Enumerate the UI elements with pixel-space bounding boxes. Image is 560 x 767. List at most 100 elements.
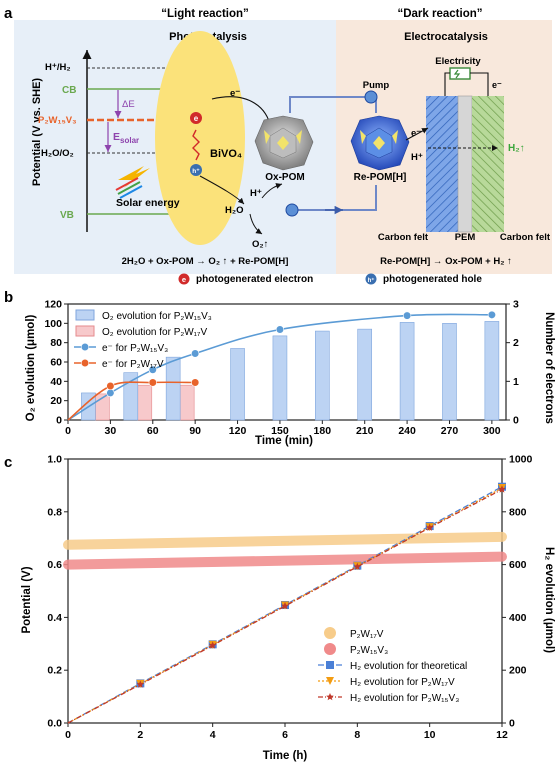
y2-tick-label: 1 bbox=[513, 376, 519, 388]
y2-tick-label: 3 bbox=[513, 299, 519, 311]
bar-p2w15v3 bbox=[442, 323, 457, 421]
p2w15v3-level-label: P₂W₁₅V₃ bbox=[38, 115, 77, 126]
y2-axis-label: Number of electrons bbox=[543, 312, 555, 424]
re-pom-cluster bbox=[350, 115, 410, 171]
delta-e-label: ΔE bbox=[122, 99, 135, 110]
series-band-potential-p2w17v bbox=[63, 531, 507, 550]
hole-legend-label: photogenerated hole bbox=[383, 274, 482, 285]
bar-p2w15v3 bbox=[484, 321, 500, 421]
electrocatalysis-label: Electrocatalysis bbox=[404, 31, 488, 43]
bar-p2w17v bbox=[179, 384, 195, 421]
y-tick-label: 0.4 bbox=[47, 612, 62, 624]
cell-electron-label: e⁻ bbox=[411, 128, 421, 139]
x-tick-label: 6 bbox=[282, 729, 288, 741]
electron-legend-icon bbox=[178, 273, 190, 285]
legend-marker-potential-p2w15v3 bbox=[324, 643, 336, 655]
y-tick-label: 100 bbox=[44, 318, 62, 330]
x-tick-label: 150 bbox=[271, 425, 289, 437]
legend-swatch-o2-p2w15v3 bbox=[75, 309, 95, 321]
cb-label: CB bbox=[62, 85, 76, 96]
electron-glyph bbox=[190, 112, 202, 124]
h-level-label: H⁺/H₂ bbox=[45, 62, 71, 73]
battery-bolt bbox=[453, 69, 461, 79]
circulation-bottom-line bbox=[296, 185, 377, 211]
x-tick-label: 30 bbox=[105, 425, 117, 437]
point-electrons-p2w15v3 bbox=[275, 325, 285, 334]
electron-legend-label: photogenerated electron bbox=[196, 274, 313, 285]
dark-reaction-title: “Dark reaction” bbox=[397, 8, 482, 20]
x-tick-label: 4 bbox=[210, 729, 216, 741]
y-tick-label: 0.6 bbox=[47, 559, 62, 571]
hole-glyph-text: h⁺ bbox=[192, 168, 200, 175]
panel-label: c bbox=[4, 454, 12, 471]
y-tick-label: 0.2 bbox=[47, 665, 62, 677]
point-electrons-p2w15v3 bbox=[402, 311, 412, 320]
y2-tick-label: 0 bbox=[513, 415, 519, 427]
point-electrons-p2w15v3 bbox=[191, 349, 200, 358]
point-electrons-p2w17v bbox=[191, 378, 200, 387]
excitation-arrow bbox=[192, 129, 200, 161]
point-electrons-p2w15v3 bbox=[106, 388, 115, 398]
x-tick-label: 0 bbox=[65, 729, 71, 741]
x-tick-label: 270 bbox=[441, 425, 459, 437]
x-tick-label: 240 bbox=[398, 425, 416, 437]
light-reaction-equation: 2H₂O + Ox-POM → O₂ ↑ + Re-POM[H] bbox=[122, 256, 289, 267]
h2-evolution-chart: c 0 2 4 6 8 10 12 0.0 0.2 0.4 0.6 0.8 1.0 0 200 400 600 8… bbox=[4, 454, 555, 763]
point-h2-p2w15v3 bbox=[281, 602, 289, 610]
o2-evolution-chart: b 0 30 60 90 120 150 180 210 240 270 3000204060801… bbox=[4, 289, 555, 447]
y2-tick-label: 200 bbox=[509, 665, 527, 677]
dark-reaction-equation: Re-POM[H] → Ox-POM + H₂ ↑ bbox=[380, 256, 512, 267]
y2-tick-label: 1000 bbox=[509, 454, 533, 466]
point-h2-p2w15v3 bbox=[208, 641, 217, 649]
legend-marker-electrons-p2w17v bbox=[80, 358, 90, 368]
panel-label: a bbox=[4, 5, 13, 22]
y2-tick-label: 400 bbox=[509, 612, 527, 624]
y-axis-label: Potential (V) bbox=[21, 566, 33, 633]
series-band-potential-p2w15v3 bbox=[63, 551, 507, 570]
legend-label: e⁻ for P₂W₁₇V bbox=[102, 359, 164, 370]
h-plus-label: H⁺ bbox=[250, 188, 262, 199]
proton-arrow bbox=[261, 183, 283, 199]
x-axis-label: Time (min) bbox=[255, 435, 313, 447]
legend-label: P₂W₁₇V bbox=[350, 629, 384, 640]
pem-membrane bbox=[457, 95, 473, 233]
point-electrons-p2w15v3 bbox=[487, 310, 496, 319]
x-axis-label: Time (h) bbox=[263, 750, 308, 762]
electron-transfer-label: e⁻ bbox=[230, 88, 240, 99]
point-electrons-p2w17v bbox=[106, 381, 115, 391]
x-tick-label: 8 bbox=[354, 729, 360, 741]
pump-icon-bottom bbox=[285, 203, 299, 217]
y-tick-label: 0.8 bbox=[47, 506, 62, 518]
circuit-electron-label: e⁻ bbox=[492, 80, 502, 90]
pump-icon bbox=[364, 90, 378, 104]
h2o-level-label: H₂O/O₂ bbox=[41, 148, 74, 159]
legend-label: O₂ evolution for P₂W₁₅V₃ bbox=[102, 311, 212, 322]
circuit-wire bbox=[444, 72, 489, 96]
x-tick-label: 210 bbox=[356, 425, 374, 437]
bivo4-particle bbox=[155, 31, 245, 245]
bar-p2w15v3 bbox=[315, 330, 330, 421]
solar-energy-label: Solar energy bbox=[116, 197, 180, 209]
ox-pom-label: Ox-POM bbox=[265, 172, 304, 183]
series-line-electrons-p2w17v bbox=[67, 381, 196, 421]
cell-electron-arrow bbox=[405, 127, 429, 141]
point-h2-p2w15v3 bbox=[498, 485, 506, 493]
x-tick-label: 10 bbox=[424, 729, 436, 741]
potential-axis-label: Potential (V vs. SHE) bbox=[31, 78, 43, 187]
x-tick-label: 60 bbox=[147, 425, 159, 437]
h2-label: H₂↑ bbox=[508, 143, 525, 154]
x-tick-label: 120 bbox=[229, 425, 247, 437]
legend-swatch-o2-p2w17v bbox=[75, 325, 95, 337]
oxygen-arrow bbox=[249, 213, 263, 235]
electricity-label: Electricity bbox=[435, 56, 481, 67]
hole-legend-icon bbox=[365, 273, 377, 285]
carbon-felt-right-label: Carbon felt bbox=[500, 232, 551, 243]
y-tick-label: 20 bbox=[50, 395, 62, 407]
bar-p2w15v3 bbox=[165, 356, 181, 421]
electron-legend-icon-text: e bbox=[182, 275, 186, 284]
y-axis-label: O₂ evolution (μmol) bbox=[25, 314, 37, 421]
water-oxidation-arrow bbox=[199, 175, 245, 205]
legend-label: e⁻ for P₂W₁₅V₃ bbox=[102, 343, 168, 354]
pump-label: Pump bbox=[363, 80, 390, 91]
point-h2-p2w15v3 bbox=[425, 523, 434, 531]
